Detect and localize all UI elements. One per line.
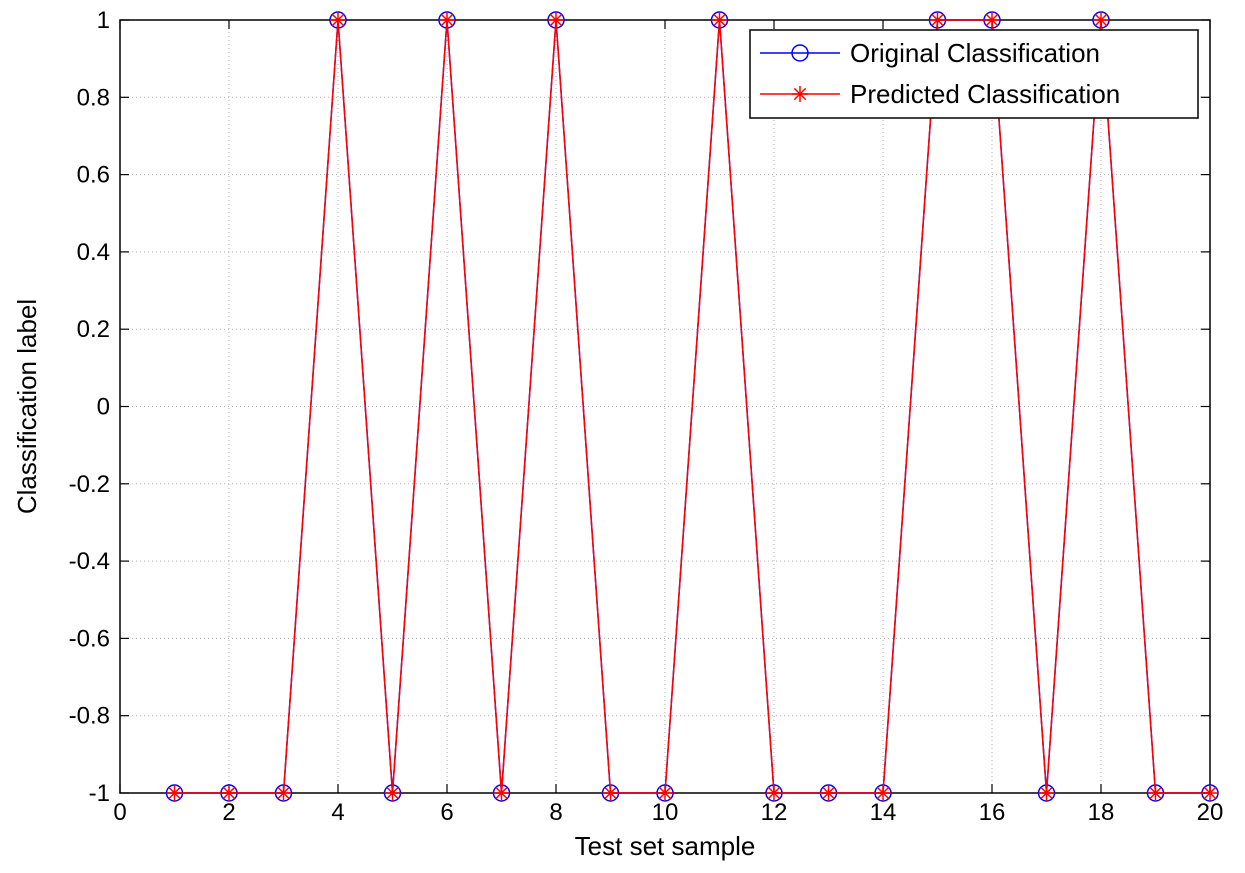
y-tick-label: -0.8 xyxy=(69,703,110,730)
asterisk-stroke xyxy=(386,786,399,800)
data-point-predicted xyxy=(493,785,510,801)
legend-entry-predicted: Predicted Classification xyxy=(760,79,1120,109)
legend-marker-circle-icon xyxy=(791,44,809,62)
data-point-predicted xyxy=(384,785,401,801)
asterisk-stroke xyxy=(440,13,454,27)
data-point-predicted xyxy=(439,12,455,28)
data-point-predicted xyxy=(766,785,782,801)
series-line-predicted xyxy=(174,19,1210,794)
legend-label-predicted: Predicted Classification xyxy=(850,79,1120,109)
x-tick-label: 8 xyxy=(549,799,562,826)
x-tick-label: 4 xyxy=(331,799,344,826)
asterisk-stroke xyxy=(168,786,181,800)
data-point-predicted xyxy=(1202,785,1218,801)
x-tick-label: 14 xyxy=(870,799,897,826)
y-tick-label: -0.2 xyxy=(69,471,110,498)
data-point-predicted xyxy=(711,12,728,28)
axis-ticks: 0 2 4 6 8 10 12 14 16 18 20 -1 -0.8 -0.6 -0.4 -0.2 0 0.2 0… xyxy=(69,7,1224,826)
x-tick-label: 2 xyxy=(222,799,235,826)
asterisk-stroke xyxy=(793,87,807,101)
asterisk-stroke xyxy=(331,13,345,27)
legend-box xyxy=(749,29,1199,119)
data-point-predicted xyxy=(820,785,837,801)
y-tick-label: -0.6 xyxy=(69,625,110,652)
x-tick-label: 16 xyxy=(979,799,1006,826)
data-point-predicted xyxy=(602,785,619,801)
asterisk-stroke xyxy=(604,786,617,800)
asterisk-stroke xyxy=(1094,13,1108,27)
data-point-predicted xyxy=(929,12,946,28)
data-point-predicted xyxy=(1038,785,1055,801)
grid xyxy=(120,20,1210,793)
y-tick-label: 0.4 xyxy=(77,239,110,266)
data-point-predicted xyxy=(1093,12,1109,28)
legend-entry-original: Original Classification xyxy=(760,38,1100,68)
legend-label-original: Original Classification xyxy=(850,38,1100,68)
data-point-predicted xyxy=(166,785,183,801)
legend: Original Classification Predicted Classi… xyxy=(749,29,1199,119)
y-tick-label: 0.6 xyxy=(77,162,110,189)
asterisk-stroke xyxy=(495,786,508,800)
x-axis-title: Test set sample xyxy=(575,831,756,861)
asterisk-stroke xyxy=(658,786,672,800)
asterisk-stroke xyxy=(876,786,890,800)
asterisk-stroke xyxy=(822,786,835,800)
x-tick-label: 20 xyxy=(1197,799,1224,826)
y-tick-label: 1 xyxy=(97,7,110,34)
asterisk-stroke xyxy=(713,13,726,27)
legend-marker-asterisk-icon xyxy=(792,86,808,102)
data-point-predicted xyxy=(984,12,1000,28)
asterisk-stroke xyxy=(549,13,563,27)
asterisk-stroke xyxy=(222,786,236,800)
asterisk-stroke xyxy=(931,13,944,27)
data-point-predicted xyxy=(275,785,292,801)
series xyxy=(165,11,1219,802)
y-tick-label: -0.4 xyxy=(69,548,110,575)
data-point-predicted xyxy=(657,785,673,801)
x-tick-label: 0 xyxy=(113,799,126,826)
series-predicted xyxy=(166,12,1218,801)
asterisk-stroke xyxy=(1040,786,1053,800)
data-point-predicted xyxy=(330,12,346,28)
x-tick-label: 18 xyxy=(1088,799,1115,826)
x-tick-label: 12 xyxy=(761,799,788,826)
x-tick-label: 10 xyxy=(652,799,679,826)
asterisk-stroke xyxy=(1149,786,1162,800)
data-point-predicted xyxy=(1147,785,1164,801)
data-point-predicted xyxy=(875,785,891,801)
legend-asterisk xyxy=(792,86,808,102)
y-tick-label: 0.2 xyxy=(77,316,110,343)
y-axis-title: Classification label xyxy=(12,299,42,514)
y-tick-label: 0 xyxy=(97,394,110,421)
data-point-predicted xyxy=(221,785,237,801)
asterisk-stroke xyxy=(277,786,290,800)
asterisk-stroke xyxy=(767,786,781,800)
y-tick-label: 0.8 xyxy=(77,84,110,111)
x-tick-label: 6 xyxy=(440,799,453,826)
y-tick-label: -1 xyxy=(89,780,110,807)
asterisk-stroke xyxy=(985,13,999,27)
asterisk-stroke xyxy=(1203,786,1217,800)
data-point-predicted xyxy=(548,12,564,28)
